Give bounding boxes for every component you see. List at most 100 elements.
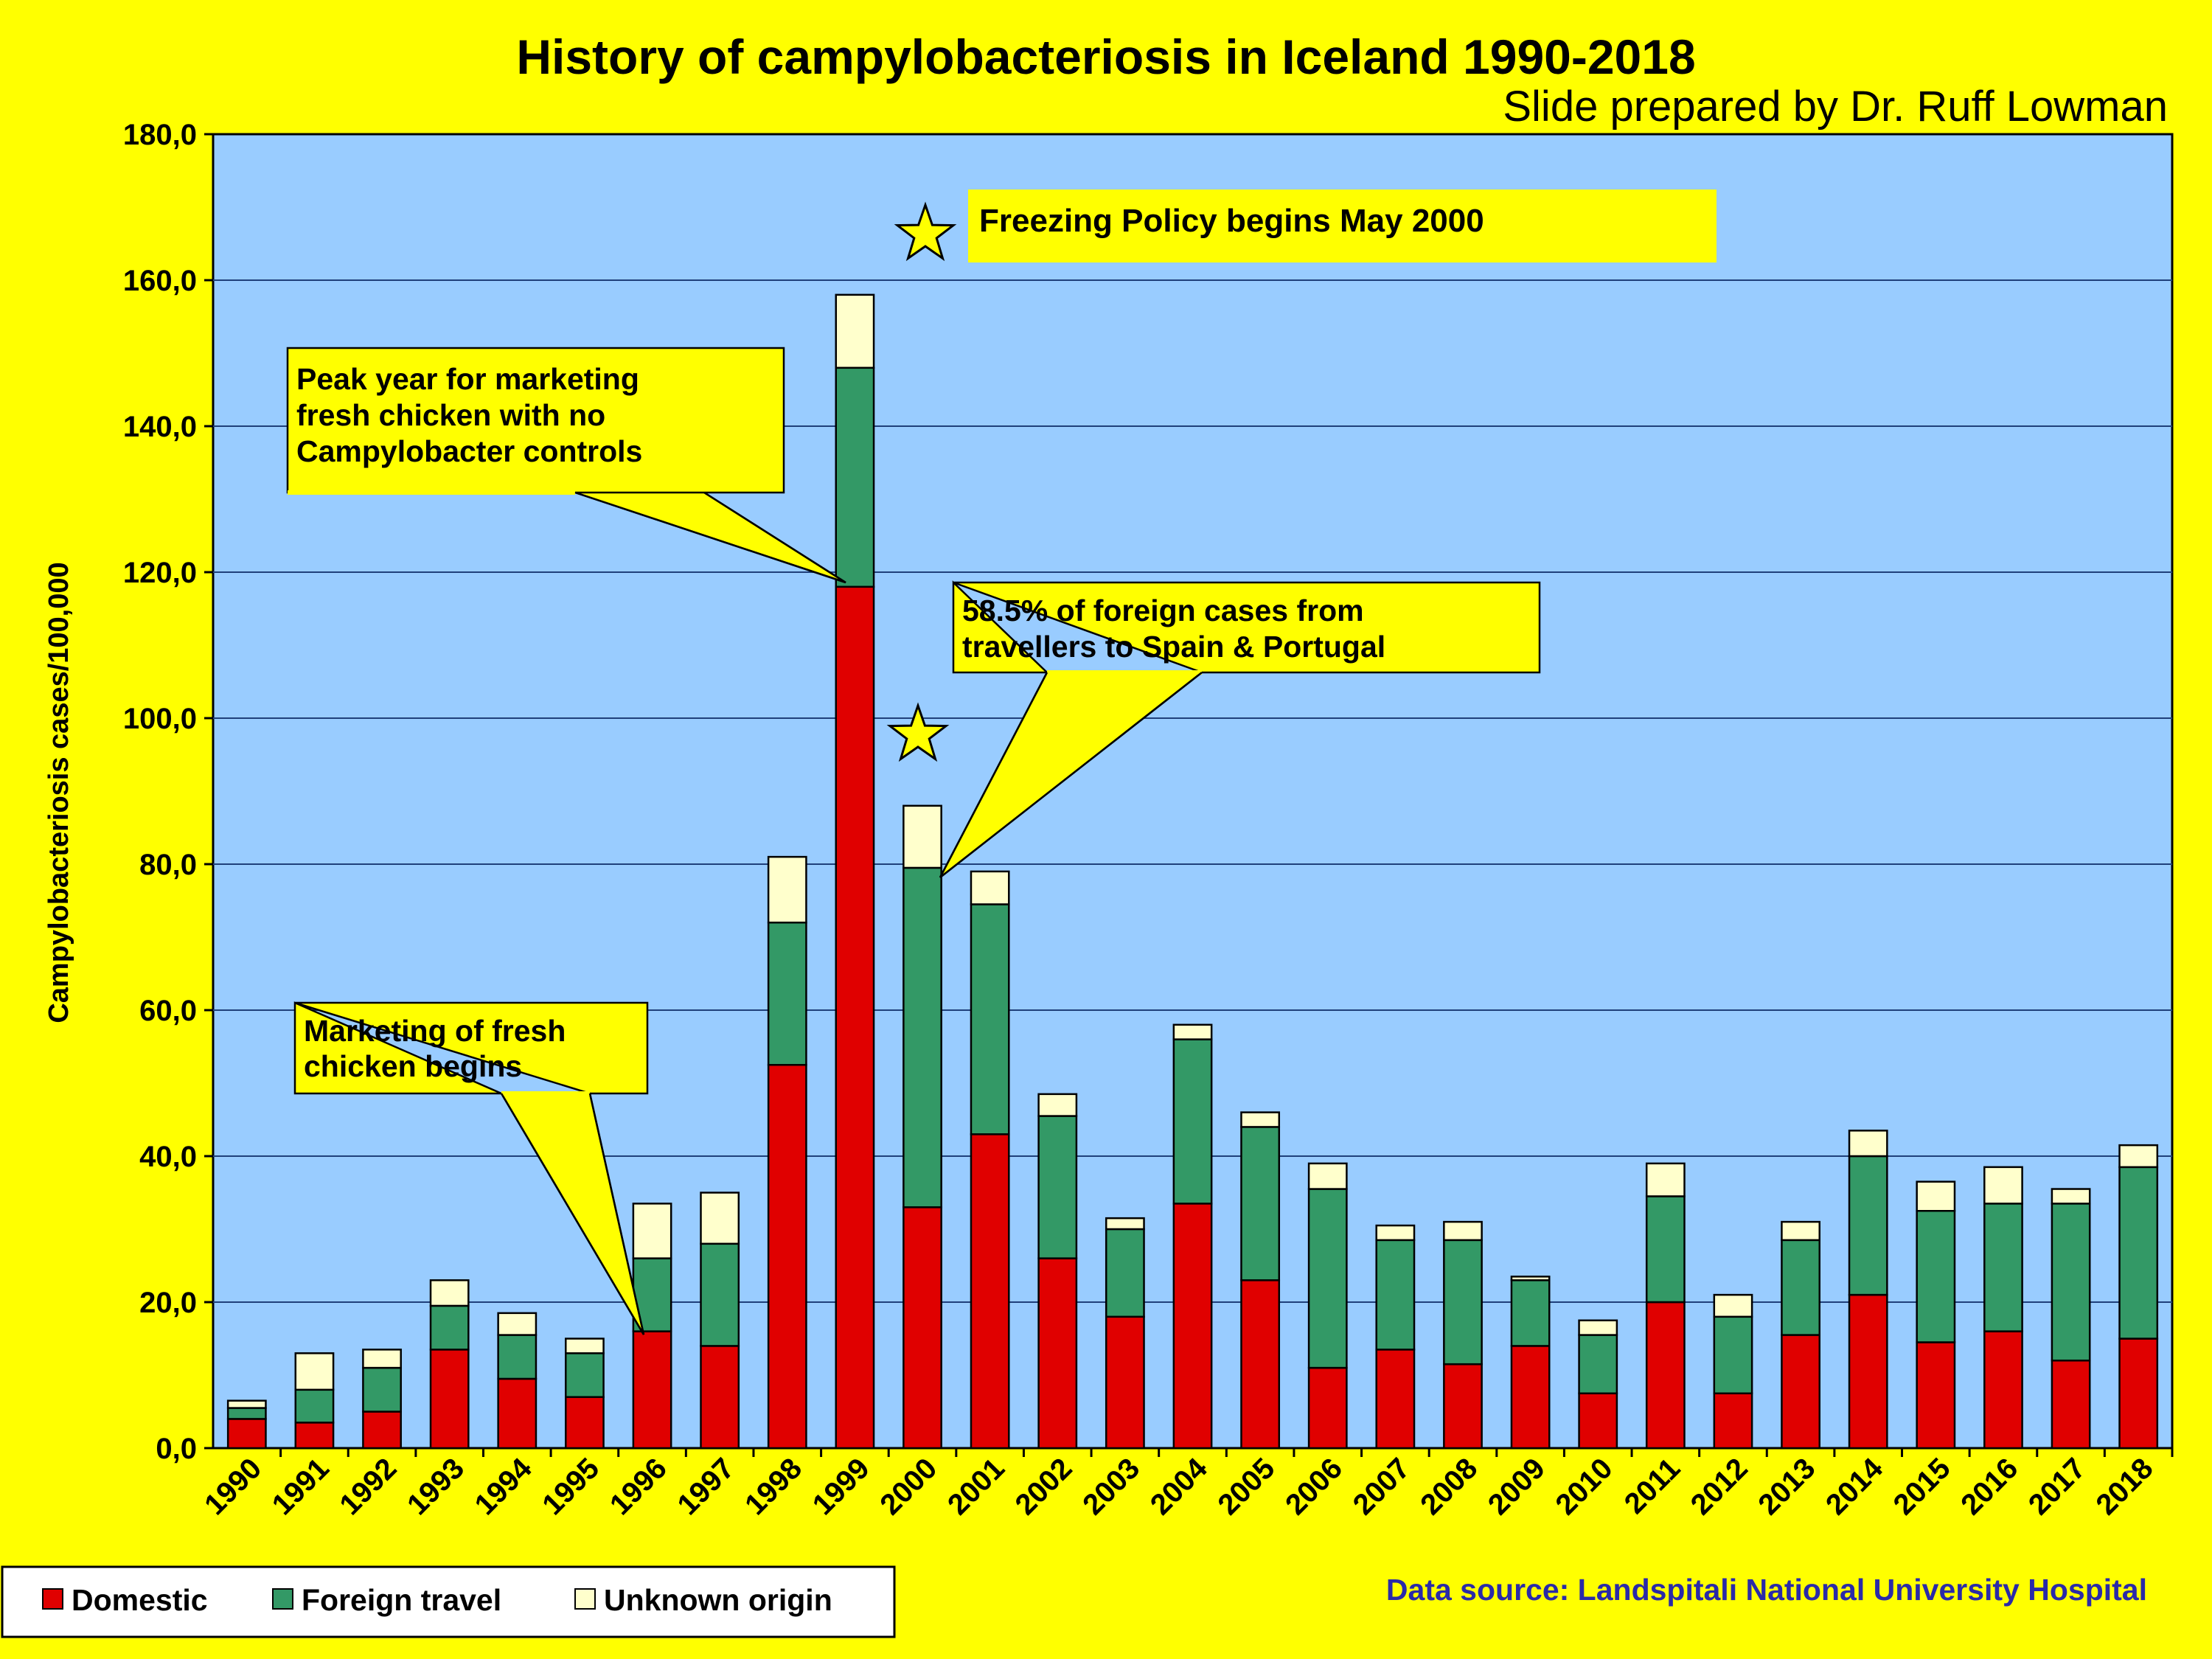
legend-label-foreign: Foreign travel — [302, 1583, 501, 1617]
bar-segment-unknown-origin — [700, 1192, 740, 1245]
callout-fresh-line: chicken begins — [304, 1049, 522, 1083]
bar-segment-domestic — [1037, 1257, 1078, 1450]
bar-segment-foreign-travel — [1713, 1315, 1753, 1395]
callout-peak-line: fresh chicken with no — [296, 398, 605, 432]
bar-segment-foreign-travel — [835, 366, 875, 588]
callout-peak-line: Campylobacter controls — [296, 434, 642, 468]
bar-segment-domestic — [294, 1422, 335, 1450]
bar-segment-domestic — [1172, 1203, 1213, 1450]
x-tick-label: 2007 — [1347, 1452, 1416, 1521]
x-tick-label: 1995 — [536, 1452, 605, 1521]
callout-fresh-chicken: Marketing of fresh chicken begins — [293, 1001, 649, 1335]
bar-segment-domestic — [1848, 1293, 1888, 1450]
x-tick-label: 1991 — [266, 1452, 335, 1521]
x-tick-label: 1998 — [739, 1452, 808, 1521]
bar-segment-foreign-travel — [1645, 1195, 1686, 1304]
bar-segment-unknown-origin — [1645, 1162, 1686, 1197]
x-tick-label: 2008 — [1414, 1452, 1484, 1521]
callout-peak-year: Peak year for marketing fresh chicken wi… — [286, 347, 846, 584]
bar-segment-unknown-origin — [1037, 1093, 1078, 1117]
bar-segment-domestic — [1983, 1330, 2023, 1450]
x-tick-label: 2011 — [1618, 1452, 1686, 1520]
bar-segment-foreign-travel — [1037, 1115, 1078, 1259]
bar-segment-domestic — [1443, 1363, 1483, 1450]
y-tick-label: 120,0 — [123, 557, 197, 589]
bar-segment-domestic — [1645, 1301, 1686, 1450]
legend-label-unknown: Unknown origin — [604, 1583, 832, 1617]
bar-segment-domestic — [1916, 1341, 1956, 1450]
bar-segment-domestic — [565, 1396, 605, 1450]
bar-segment-domestic — [2118, 1338, 2159, 1450]
bar-segment-foreign-travel — [1375, 1239, 1416, 1351]
chart-subtitle: Slide prepared by Dr. Ruff Lowman — [1503, 83, 2168, 131]
x-tick-label: 1994 — [469, 1452, 539, 1522]
bar-segment-domestic — [429, 1349, 470, 1450]
y-tick-label: 40,0 — [139, 1141, 197, 1173]
bar-segment-unknown-origin — [226, 1399, 267, 1409]
bar-segment-unknown-origin — [902, 804, 942, 869]
chart-title: History of campylobacteriosis in Iceland… — [516, 29, 1695, 84]
bar-segment-domestic — [497, 1377, 538, 1450]
bar-segment-foreign-travel — [1848, 1155, 1888, 1296]
y-tick-label: 140,0 — [123, 411, 197, 443]
bar-segment-foreign-travel — [1916, 1210, 1956, 1343]
legend-swatch-domestic — [42, 1588, 63, 1610]
x-tick-label: 2003 — [1077, 1452, 1146, 1521]
x-tick-label: 2016 — [1955, 1452, 2024, 1521]
y-tick-label: 100,0 — [123, 703, 197, 735]
bar-segment-unknown-origin — [1307, 1162, 1348, 1190]
bar-segment-domestic — [700, 1345, 740, 1450]
bar-segment-domestic — [1781, 1334, 1820, 1450]
x-tick-label: 1992 — [333, 1452, 403, 1521]
x-tick-label: 2002 — [1009, 1452, 1079, 1521]
bar-segment-unknown-origin — [1578, 1319, 1618, 1336]
bar-segment-foreign-travel — [362, 1366, 402, 1413]
bar-segment-unknown-origin — [1848, 1130, 1888, 1158]
y-tick-label: 0,0 — [156, 1433, 197, 1465]
y-tick-label: 80,0 — [139, 849, 197, 881]
bar-segment-domestic — [632, 1330, 672, 1450]
x-tick-label: 2010 — [1550, 1452, 1619, 1521]
callout-foreign-cases: 58.5% of foreign cases from travellers t… — [939, 580, 1541, 878]
bar-segment-unknown-origin — [1172, 1023, 1213, 1040]
x-tick-label: 1990 — [198, 1452, 268, 1521]
legend: Domestic Foreign travel Unknown origin — [1, 1565, 896, 1638]
x-axis-ticks: 1990199119921993199419951996199719981999… — [198, 1448, 2174, 1522]
bar-segment-foreign-travel — [1307, 1188, 1348, 1369]
x-tick-label: 1999 — [807, 1452, 876, 1521]
x-tick-label: 1997 — [671, 1452, 740, 1521]
svg-text:Peak year for marketing: Peak year for marketing fresh chicken wi… — [296, 362, 647, 468]
x-tick-label: 2009 — [1482, 1452, 1551, 1521]
x-tick-label: 2001 — [942, 1452, 1011, 1521]
bar-segment-foreign-travel — [497, 1334, 538, 1380]
y-tick-label: 160,0 — [123, 265, 197, 297]
x-tick-label: 2012 — [1685, 1452, 1754, 1521]
bar-segment-unknown-origin — [1916, 1180, 1956, 1212]
bar-segment-unknown-origin — [1510, 1276, 1551, 1281]
x-tick-label: 2004 — [1144, 1452, 1214, 1522]
bar-segment-unknown-origin — [1983, 1166, 2023, 1205]
bar-segment-unknown-origin — [294, 1352, 335, 1391]
bar-segment-unknown-origin — [362, 1349, 402, 1369]
bar-segment-foreign-travel — [1510, 1279, 1551, 1347]
bar-segment-unknown-origin — [1375, 1224, 1416, 1242]
bar-segment-domestic — [1713, 1392, 1753, 1450]
y-axis-ticks: 0,0 20,0 40,0 60,0 80,0 100,0 120,0 140,0 160,0 1… — [123, 119, 213, 1465]
bar-segment-foreign-travel — [767, 921, 807, 1066]
bar-segment-domestic — [1375, 1349, 1416, 1450]
freezing-policy-text: Freezing Policy begins May 2000 — [979, 203, 1484, 239]
bar-segment-domestic — [1105, 1315, 1145, 1450]
bar-segment-unknown-origin — [1443, 1220, 1483, 1242]
bar-segment-foreign-travel — [2118, 1166, 2159, 1340]
svg-text:58.5% of foreign cases from: 58.5% of foreign cases from travellers t… — [962, 594, 1385, 664]
bar-segment-domestic — [1307, 1366, 1348, 1450]
x-tick-label: 2013 — [1752, 1452, 1821, 1521]
star-icon — [894, 201, 957, 262]
data-source: Data source: Landspitali National Univer… — [1386, 1573, 2147, 1607]
bar-segment-unknown-origin — [1781, 1220, 1820, 1242]
bar-segment-unknown-origin — [429, 1279, 470, 1307]
bar-segment-unknown-origin — [767, 855, 807, 924]
bar-segment-unknown-origin — [497, 1312, 538, 1336]
bar-segment-foreign-travel — [1443, 1239, 1483, 1366]
